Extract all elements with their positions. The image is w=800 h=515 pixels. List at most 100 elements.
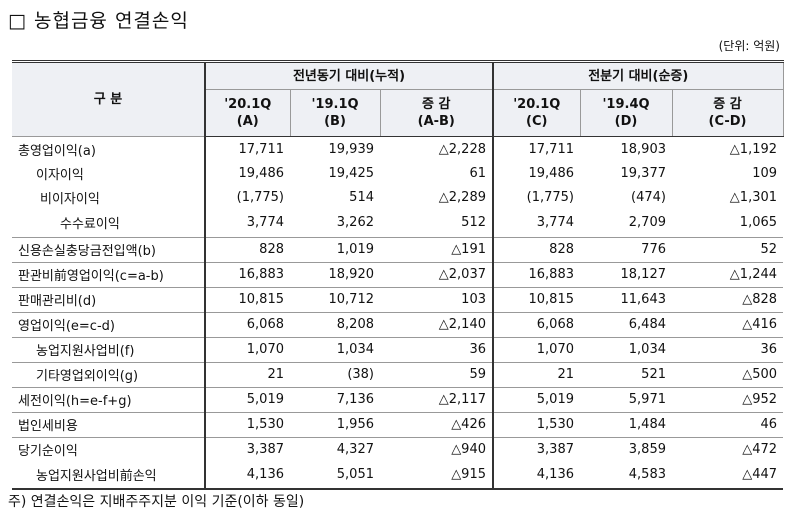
table-row: 영업이익(e=c-d) 6,068 8,208 △2,140 6,068 6,484 △41…	[12, 311, 784, 337]
group-header: 전분기 대비(순증)	[491, 60, 784, 90]
row-label: 기타영업외이익(g)	[12, 361, 206, 387]
cell: 59	[380, 361, 493, 387]
column-sub: (D)	[614, 114, 638, 129]
cell: 1,019	[290, 236, 380, 262]
column-header: '19.4Q (D)	[579, 89, 673, 137]
cell: 8,208	[290, 311, 380, 337]
table-row: 판매관리비(d) 10,815 10,712 103 10,815 11,643 △828	[12, 286, 784, 312]
cell: 10,815	[205, 286, 290, 312]
cell: 4,327	[290, 436, 380, 462]
cell: 19,377	[620, 165, 667, 181]
row-label: 세전이익(h=e-f+g)	[12, 386, 206, 412]
corner-header: 구 분	[12, 60, 206, 137]
row-label: 당기순이익	[12, 436, 206, 462]
cell: 1,530	[492, 411, 580, 437]
row-label: 총영업이익(a)	[12, 136, 206, 161]
cell: 828	[492, 236, 580, 262]
cell: 61	[469, 165, 486, 181]
cell: 11,643	[580, 286, 672, 312]
cell: 521	[580, 361, 672, 387]
row-label: 판관비前영업이익(c=a-b)	[12, 261, 206, 287]
cell: 828	[205, 236, 290, 262]
column-header: 증 감 (C-D)	[671, 89, 784, 137]
cell: 17,711	[492, 136, 580, 161]
table-row: 이자이익 19,486 19,425 61 19,486 19,377 109	[12, 161, 783, 185]
cell: △191	[380, 236, 493, 262]
group-header: 전년동기 대비(누적)	[204, 60, 494, 90]
table: 구 분 전년동기 대비(누적) 전분기 대비(순증) '20.1Q (A) '19.…	[12, 60, 784, 490]
cell: △426	[380, 411, 493, 437]
row-label: 농업지원사업비前손익	[12, 461, 206, 490]
cell: △447	[672, 461, 784, 490]
column-header: '20.1Q (A)	[204, 89, 291, 137]
cell: 19,939	[328, 141, 375, 157]
cell: 19,486	[238, 165, 285, 181]
cell: 3,774	[492, 209, 580, 237]
column-label: '19.4Q	[602, 97, 650, 112]
row-label: 수수료이익	[12, 209, 206, 237]
cell: △2,140	[380, 311, 493, 337]
cell: △952	[672, 386, 784, 412]
cell: 3,774	[246, 215, 284, 231]
cell: △2,228	[438, 141, 486, 157]
table-row: 법인세비용 1,530 1,956 △426 1,530 1,484 46	[12, 411, 784, 437]
cell: 5,019	[492, 386, 580, 412]
row-label: 영업이익(e=c-d)	[12, 311, 206, 337]
column-header: '19.1Q (B)	[289, 89, 381, 137]
cell: 1,070	[205, 336, 290, 362]
column-sub: (C)	[526, 114, 548, 129]
cell: 4,136	[205, 461, 290, 490]
row-label: 비이자이익	[12, 185, 206, 209]
table-row: 판관비前영업이익(c=a-b) 16,883 18,920 △2,037 16,883 1…	[12, 261, 784, 287]
column-sub: (A-B)	[417, 114, 455, 129]
cell: 514	[349, 189, 374, 205]
cell: 5,051	[290, 461, 380, 490]
cell: 1,065	[739, 215, 778, 231]
cell: 18,903	[620, 141, 667, 157]
title: □ 농협금융 연결손익	[8, 10, 189, 32]
cell: △1,244	[672, 261, 784, 287]
cell: 4,583	[580, 461, 672, 490]
cell: 19,425	[328, 165, 375, 181]
cell: 21	[492, 361, 580, 387]
cell: △2,037	[380, 261, 493, 287]
cell: △1,192	[729, 141, 778, 157]
column-header: 증 감 (A-B)	[379, 89, 494, 137]
cell: 10,815	[492, 286, 580, 312]
cell: 18,920	[290, 261, 380, 287]
cell: 36	[672, 336, 784, 362]
cell: (1,775)	[492, 185, 580, 209]
cell: 3,387	[492, 436, 580, 462]
table-row: 당기순이익 3,387 4,327 △940 3,387 3,859 △472	[12, 436, 784, 462]
cell: △472	[672, 436, 784, 462]
cell: 1,070	[492, 336, 580, 362]
cell: 5,019	[205, 386, 290, 412]
cell: △828	[672, 286, 784, 312]
cell: 6,068	[205, 311, 290, 337]
cell: 17,711	[238, 141, 285, 157]
cell: 2,709	[628, 215, 666, 231]
cell: 5,971	[580, 386, 672, 412]
cell: △2,289	[438, 189, 486, 205]
cell: 19,486	[492, 161, 580, 185]
table-row: 농업지원사업비(f) 1,070 1,034 36 1,070 1,034 36	[12, 336, 784, 362]
cell: (38)	[290, 361, 380, 387]
table-row: 농업지원사업비前손익 4,136 5,051 △915 4,136 4,583 △447	[12, 461, 784, 490]
row-label: 농업지원사업비(f)	[12, 336, 206, 362]
table-row: 비이자이익 (1,775) 514 △2,289 (1,775) (474) △1,301	[12, 185, 783, 209]
cell: 6,484	[580, 311, 672, 337]
row-label: 판매관리비(d)	[12, 286, 206, 312]
column-label: '20.1Q	[224, 97, 272, 112]
column-label: 증 감	[422, 97, 451, 112]
cell: △940	[380, 436, 493, 462]
cell: 36	[380, 336, 493, 362]
row-label: 신용손실충당금전입액(b)	[12, 236, 206, 262]
table-row: 수수료이익 3,774 3,262 512 3,774 2,709 1,065	[12, 209, 783, 237]
cell: 1,484	[580, 411, 672, 437]
cell: 3,859	[580, 436, 672, 462]
column-label: '20.1Q	[513, 97, 561, 112]
cell: 6,068	[492, 311, 580, 337]
unit: (단위: 억원)	[718, 39, 780, 53]
cell: 21	[205, 361, 290, 387]
cell: 18,127	[580, 261, 672, 287]
